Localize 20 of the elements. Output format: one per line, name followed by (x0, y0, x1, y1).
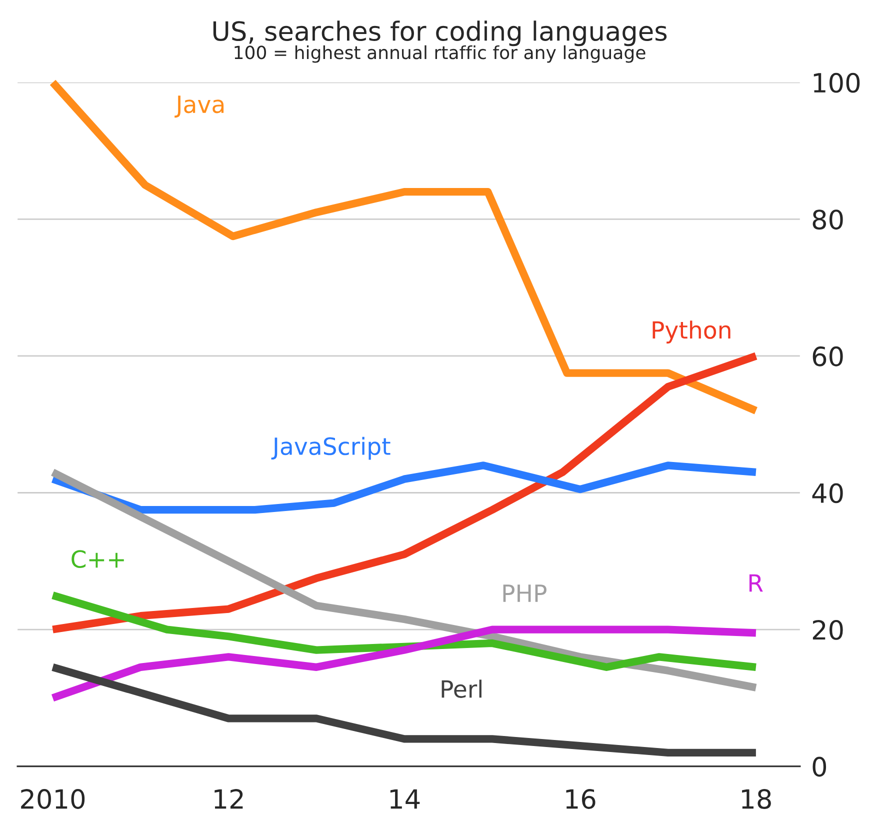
y-tick-label: 80 (812, 210, 843, 230)
x-tick-label: 18 (742, 789, 771, 809)
chart-title: US, searches for coding languages (213, 20, 667, 46)
y-tick-label: 40 (812, 483, 843, 504)
y-tick-label: 100 (814, 72, 860, 93)
series-label: R (749, 574, 763, 592)
y-tick-label: 0 (812, 756, 826, 777)
x-tick-label: 12 (214, 789, 243, 809)
y-tick-label: 20 (812, 620, 843, 640)
series-label: Python (652, 320, 730, 344)
x-tick-label: 16 (566, 789, 596, 809)
chart-subtitle: 100 = highest annual rtaffic for any language (234, 45, 646, 63)
y-tick-label: 60 (812, 346, 843, 366)
series-label: JavaScript (271, 436, 390, 460)
series-label: Perl (442, 680, 482, 698)
text: Java (174, 96, 224, 118)
x-tick-label: 2010 (21, 789, 85, 809)
series-label: PHP (503, 584, 546, 602)
x-tick-label: 14 (390, 789, 420, 809)
series-label: C++ (72, 550, 124, 568)
